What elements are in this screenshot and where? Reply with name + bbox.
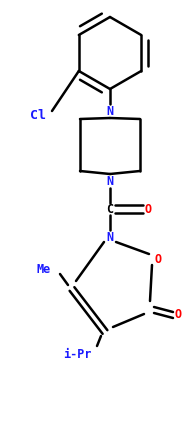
Text: N: N xyxy=(106,104,114,118)
Text: O: O xyxy=(144,203,151,215)
Text: N: N xyxy=(106,231,114,244)
Text: O: O xyxy=(174,308,182,321)
Text: Me: Me xyxy=(37,263,51,275)
Text: C: C xyxy=(106,203,114,215)
Text: N: N xyxy=(106,175,114,187)
Text: O: O xyxy=(154,253,162,266)
Text: i-Pr: i-Pr xyxy=(63,348,91,360)
Text: Cl: Cl xyxy=(30,109,46,121)
